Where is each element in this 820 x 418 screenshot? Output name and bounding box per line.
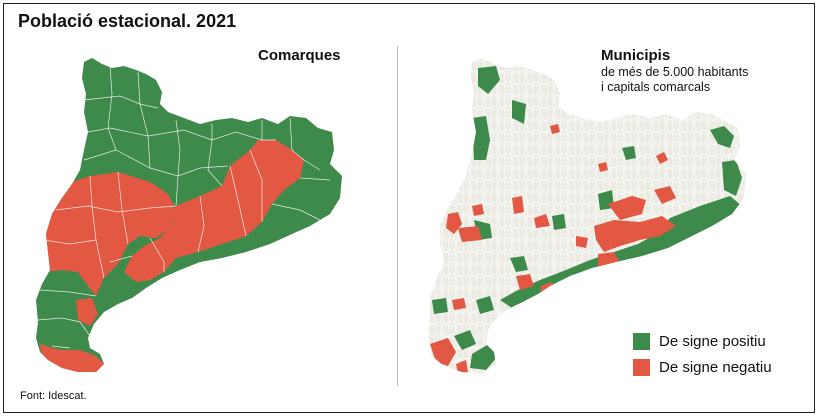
comarca-boundaries	[37, 65, 331, 349]
negative-region-small	[76, 298, 98, 326]
right-panel-subtitle-line2: i capitals comarcals	[601, 80, 711, 94]
legend-positive: De signe positiu	[633, 333, 766, 350]
municipality-boundaries	[428, 58, 746, 374]
negative-region-west	[36, 172, 176, 296]
negative-region-central	[124, 140, 304, 282]
panel-divider	[397, 46, 398, 386]
municipis-map	[428, 58, 746, 374]
figure-title: Població estacional. 2021	[18, 11, 237, 31]
positive-municipalities	[432, 66, 742, 370]
source-note: Font: Idescat.	[20, 390, 87, 402]
legend-positive-label: De signe positiu	[659, 333, 766, 350]
legend-negative-swatch	[633, 359, 650, 376]
negative-municipalities	[430, 124, 676, 374]
legend-negative-label: De signe negatiu	[659, 359, 772, 376]
right-panel-title: Municipis	[601, 47, 671, 64]
right-panel-subtitle-line1: de més de 5.000 habitants	[601, 65, 749, 79]
comarques-map	[36, 58, 342, 372]
left-panel-title: Comarques	[258, 47, 341, 64]
legend-negative: De signe negatiu	[633, 359, 772, 376]
legend-positive-swatch	[633, 333, 650, 350]
